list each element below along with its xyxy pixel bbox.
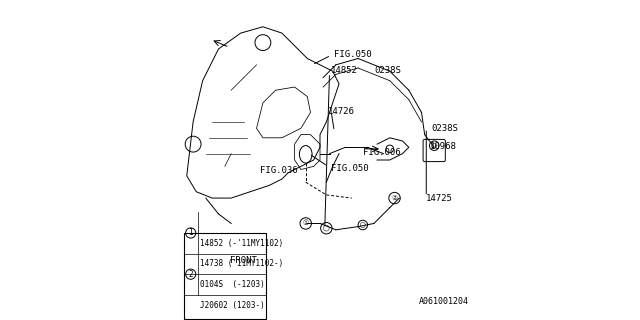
Text: 2: 2	[188, 270, 193, 279]
Text: FIG.036: FIG.036	[260, 166, 298, 175]
Text: J20602 (1203-): J20602 (1203-)	[200, 300, 265, 310]
Text: 14852: 14852	[331, 66, 358, 75]
Text: 0238S: 0238S	[374, 66, 401, 75]
Text: FIG.050: FIG.050	[331, 164, 369, 173]
Text: 14725: 14725	[426, 194, 453, 203]
Text: 14738 ('11MY1102-): 14738 ('11MY1102-)	[200, 260, 284, 268]
Text: 14852 (-'11MY1102): 14852 (-'11MY1102)	[200, 239, 284, 248]
Text: 0238S: 0238S	[431, 124, 458, 133]
Text: FIG.050: FIG.050	[334, 50, 372, 59]
Text: 0104S  (-1203): 0104S (-1203)	[200, 280, 265, 289]
Text: FIG.006: FIG.006	[363, 148, 401, 157]
Text: FRONT: FRONT	[230, 256, 257, 265]
Text: A061001204: A061001204	[419, 297, 469, 306]
Text: ①: ①	[303, 220, 309, 227]
Text: ②: ②	[392, 195, 397, 201]
Bar	[184, 233, 266, 319]
Text: 14726: 14726	[328, 107, 355, 116]
Text: 10968: 10968	[429, 142, 456, 151]
Text: 1: 1	[188, 228, 193, 237]
